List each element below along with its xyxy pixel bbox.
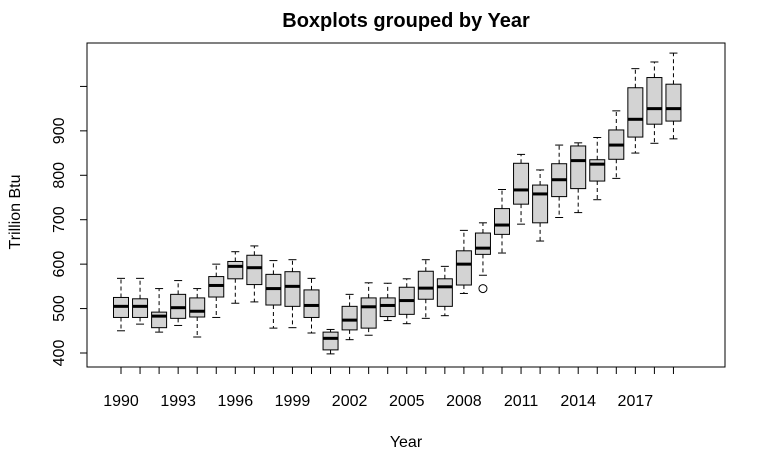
box-1994 [189, 288, 206, 338]
x-axis-label: Year [390, 434, 423, 451]
iqr-box [284, 271, 301, 307]
box-1999 [284, 259, 301, 329]
x-tick-label: 1990 [103, 393, 139, 410]
box-2009 [474, 222, 491, 294]
x-tick-label: 1996 [218, 393, 254, 410]
box-1993 [170, 280, 187, 326]
box-2005 [398, 278, 415, 325]
box-2004 [379, 282, 396, 322]
y-tick-label: 500 [51, 295, 68, 322]
x-tick-label: 2017 [618, 393, 654, 410]
x-tick-label: 1999 [275, 393, 311, 410]
iqr-box [322, 331, 339, 351]
x-tick-label: 2014 [560, 393, 596, 410]
y-tick-label: 800 [51, 162, 68, 189]
box-2010 [494, 188, 510, 254]
chart-title: Boxplots grouped by Year [282, 10, 530, 32]
x-tick-label: 2008 [446, 393, 482, 410]
y-tick-label: 600 [51, 251, 68, 278]
iqr-box [436, 278, 453, 307]
box-2001 [322, 328, 339, 355]
y-tick-label: 700 [51, 206, 68, 233]
iqr-box [513, 162, 530, 205]
box-1995 [208, 263, 225, 318]
outlier-point [478, 284, 488, 294]
iqr-box [494, 208, 510, 235]
box-1990 [113, 277, 129, 332]
iqr-box [570, 145, 587, 190]
iqr-box [246, 254, 263, 286]
iqr-box [360, 297, 377, 329]
y-axis-label: Trillion Btu [7, 175, 24, 250]
iqr-box [417, 270, 434, 300]
iqr-box [455, 250, 472, 286]
y-axis: 400 500 600 700 800 900 [51, 85, 88, 367]
box-2018 [646, 61, 663, 144]
x-tick-label: 2005 [389, 393, 425, 410]
box-2017 [627, 68, 644, 154]
box-1998 [265, 260, 282, 329]
box-2012 [532, 169, 549, 242]
x-tick-label: 1993 [160, 393, 196, 410]
y-tick-label: 900 [51, 117, 68, 144]
x-axis: 1990 1993 1996 1999 2002 2005 2008 2011 2014 2017 [103, 366, 674, 410]
box-2019 [665, 52, 682, 140]
iqr-box [665, 83, 682, 122]
box-2014 [570, 142, 587, 214]
x-tick-label: 2011 [504, 393, 539, 410]
box-2013 [551, 144, 568, 218]
box-1997 [246, 245, 263, 303]
y-tick-label: 400 [51, 340, 68, 367]
iqr-box [379, 297, 396, 318]
iqr-box [341, 305, 358, 331]
iqr-box [132, 298, 149, 318]
iqr-box [532, 184, 549, 224]
box-2015 [589, 137, 606, 201]
box-2011 [513, 153, 530, 225]
box-1992 [151, 288, 168, 333]
iqr-box [189, 297, 206, 318]
box-2003 [360, 282, 377, 336]
box-2007 [436, 265, 453, 317]
iqr-box [151, 311, 168, 329]
iqr-box [627, 87, 644, 138]
box-1996 [227, 251, 244, 304]
box-2000 [303, 277, 320, 334]
box-1991 [132, 277, 149, 325]
box-2016 [608, 110, 625, 179]
iqr-box [474, 232, 491, 255]
iqr-box [646, 77, 663, 125]
box-2006 [417, 259, 434, 319]
box-2008 [455, 229, 472, 294]
iqr-box [227, 260, 244, 280]
x-tick-label: 2002 [332, 393, 368, 410]
iqr-box [303, 289, 320, 318]
boxes-layer [113, 52, 682, 355]
box-2002 [341, 293, 358, 341]
